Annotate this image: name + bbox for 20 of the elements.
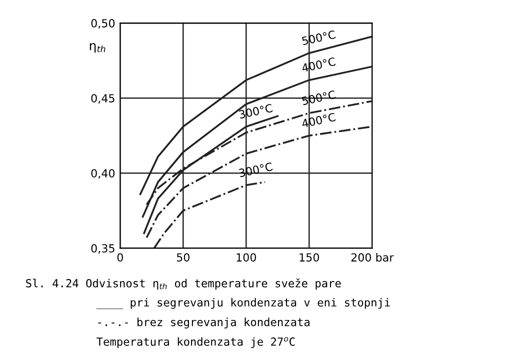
text: Sl. 4.24 Odvisnost η$_{th}$ od temperature sveže pare <box>26 278 341 290</box>
y-axis-title: η$_{th}$ <box>90 43 106 53</box>
y-tick-label: 0,40 <box>91 169 115 179</box>
x-tick-label: 0 <box>117 253 123 262</box>
y-tick-label: 0,35 <box>91 244 114 254</box>
text: 500°C <box>302 30 336 46</box>
text: 500°C <box>302 90 336 106</box>
x-tick-label: 50 <box>176 253 190 262</box>
text: 300°C <box>238 104 273 119</box>
y-tick-label: 0,45 <box>91 94 114 104</box>
x-tick-label: 100 <box>236 253 256 262</box>
text: ____ pri segrevanju kondenzata v eni stopnji <box>96 298 390 310</box>
x-tick-label: 200 bar <box>351 253 394 262</box>
text: Temperatura kondenzata je 27$^{o}$C <box>96 337 295 348</box>
x-tick-label: 150 <box>300 253 320 262</box>
text: 400°C <box>301 112 336 128</box>
text: 300°C <box>238 162 273 178</box>
text: -.-.- brez segrevanja kondenzata <box>98 318 310 328</box>
y-tick-label: 0,50 <box>91 19 115 29</box>
text: 400°C <box>301 57 336 72</box>
